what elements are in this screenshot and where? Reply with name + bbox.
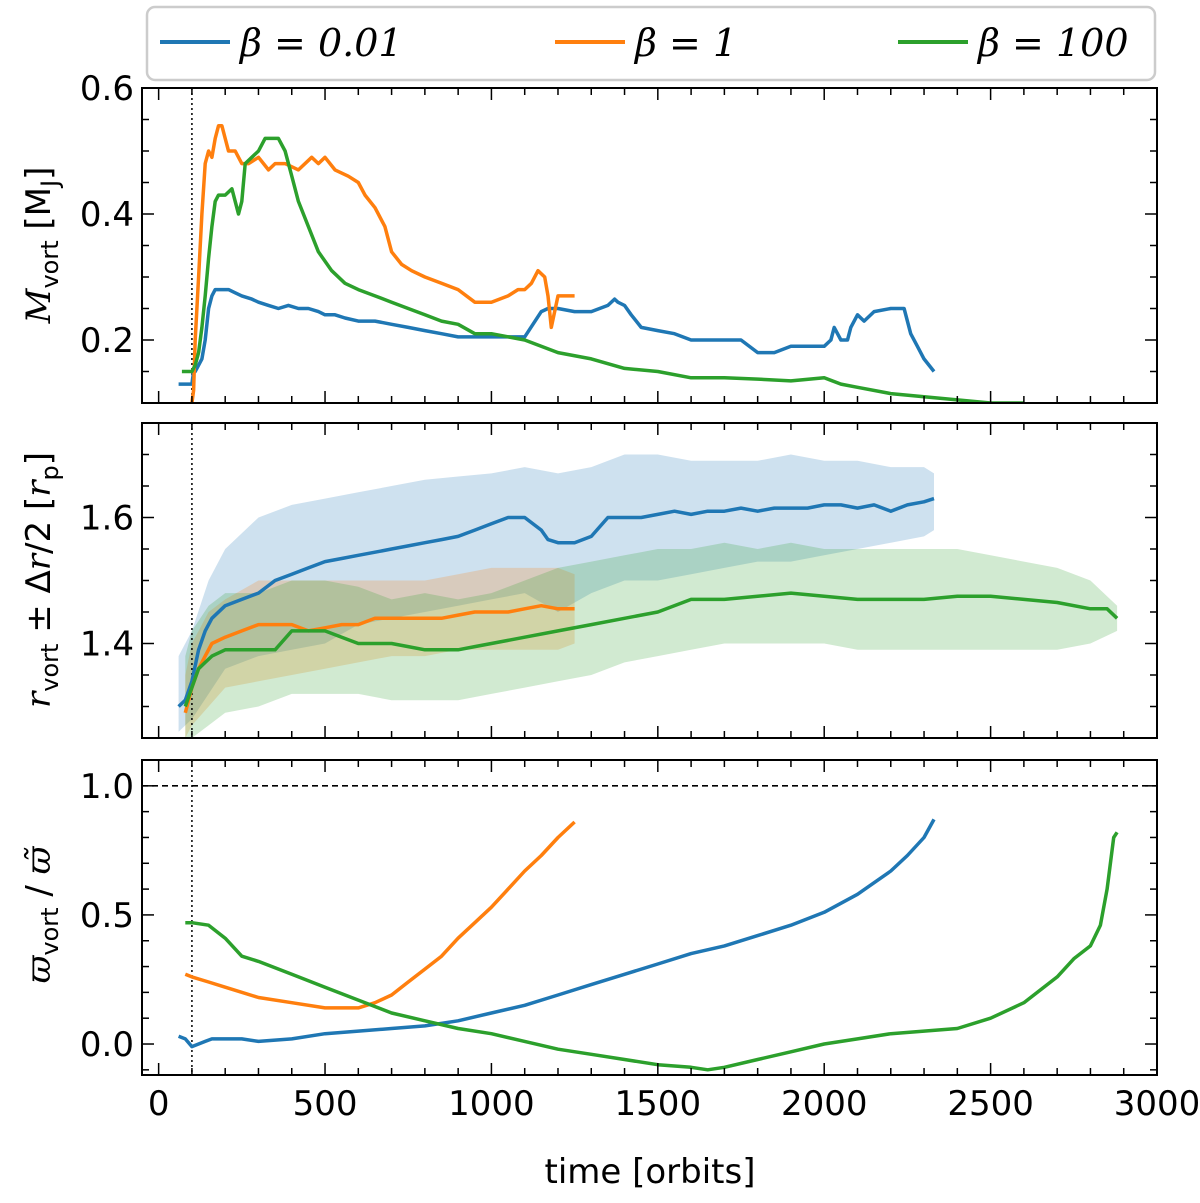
ylabel-mass: Mvort [MJ] bbox=[19, 167, 64, 325]
y-tick-label: 0.5 bbox=[80, 896, 134, 936]
y-tick-label: 0.0 bbox=[80, 1025, 134, 1065]
y-tick-label: 0.6 bbox=[80, 69, 134, 109]
x-tick-label: 1500 bbox=[615, 1084, 702, 1124]
band-beta_100 bbox=[185, 542, 1118, 738]
y-tick-label: 1.6 bbox=[80, 499, 134, 539]
band-beta_0.01 bbox=[178, 454, 935, 732]
plot-area bbox=[177, 423, 1119, 738]
legend-label-beta-0.01: β = 0.01 bbox=[238, 21, 403, 65]
x-tick-label: 2500 bbox=[947, 1084, 1034, 1124]
legend-frame bbox=[145, 5, 1157, 82]
panel-frame bbox=[141, 87, 1158, 404]
legend-label-beta-1: β = 1 bbox=[633, 21, 737, 65]
x-tick-label: 0 bbox=[148, 1084, 170, 1124]
series-line-beta_1 bbox=[190, 124, 575, 403]
x-tick-label: 3000 bbox=[1114, 1084, 1200, 1124]
x-tick-label: 1000 bbox=[448, 1084, 535, 1124]
y-tick-label: 0.2 bbox=[80, 321, 134, 361]
series-line-beta_1 bbox=[184, 820, 576, 1010]
ylabel-radius: rvort ± Δr/2 [rp] bbox=[19, 452, 64, 708]
series-line-beta_0.01 bbox=[177, 818, 936, 1049]
y-tick-label: 1.4 bbox=[80, 625, 134, 665]
panel-eccentricity: 0.0 0.5 1.0 0 500 1000 1500 2000 2500 3000 bbox=[80, 759, 1200, 1124]
series-line-beta_0.01 bbox=[177, 496, 935, 708]
x-tick-label: 500 bbox=[293, 1084, 358, 1124]
plot-area bbox=[142, 760, 1157, 1075]
series-line-beta_1 bbox=[183, 603, 575, 714]
panel-mass: 0.2 0.4 0.6 bbox=[80, 69, 1158, 404]
series-line-beta_100 bbox=[181, 136, 1024, 403]
plot-area bbox=[178, 88, 1024, 403]
panel-frame bbox=[141, 759, 1158, 1076]
panel-radius: 1.4 1.6 bbox=[80, 422, 1158, 739]
y-tick-label: 0.4 bbox=[80, 195, 134, 235]
y-tick-label: 1.0 bbox=[80, 767, 134, 807]
legend-label-beta-100: β = 100 bbox=[976, 21, 1129, 65]
series-line-beta_100 bbox=[185, 831, 1119, 1072]
series-line-beta_100 bbox=[183, 591, 1119, 708]
ylabel-eccentricity: ϖvort / ϖ̃ bbox=[19, 845, 64, 983]
xlabel: time [orbits] bbox=[544, 1152, 755, 1192]
legend: β = 0.01 β = 1 β = 100 bbox=[145, 5, 1157, 82]
x-tick-label: 2000 bbox=[781, 1084, 868, 1124]
